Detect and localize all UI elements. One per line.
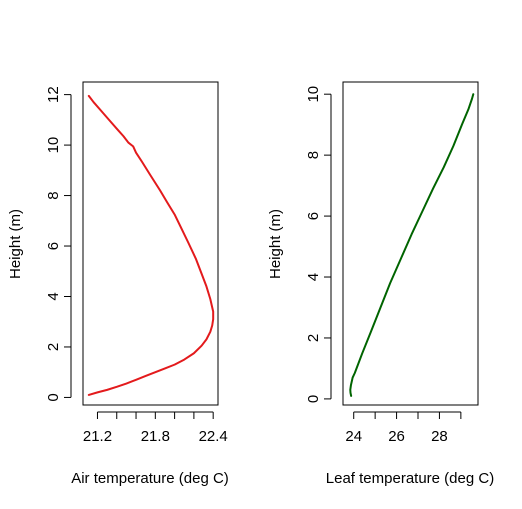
series-line (349, 93, 475, 397)
y-tick-label: 6 (45, 242, 62, 250)
y-tick-label: 2 (45, 343, 62, 351)
x-tick-label: 21.2 (83, 428, 112, 445)
tick-group: 21.2 21.8 22.4 0 2 4 6 8 10 12 (45, 86, 228, 445)
y-tick-label: 4 (45, 292, 62, 300)
x-tick-label: 21.8 (141, 428, 170, 445)
air-temperature-panel: 21.2 21.8 22.4 0 2 4 6 8 10 12 Air temperature (d… (7, 81, 229, 487)
y-tick-label: 2 (305, 334, 322, 342)
y-tick-label: 4 (305, 273, 322, 281)
plot-frame (342, 81, 479, 406)
y-tick-label: 0 (305, 395, 322, 403)
x-tick-label: 28 (431, 428, 448, 445)
plot-frame (82, 81, 219, 406)
series-line (87, 94, 215, 396)
x-tick-label: 24 (345, 428, 362, 445)
y-tick-label: 6 (305, 212, 322, 220)
y-tick-label: 10 (45, 137, 62, 154)
y-axis-title: Height (m) (7, 209, 24, 279)
x-tick-label: 22.4 (199, 428, 228, 445)
y-tick-label: 8 (45, 191, 62, 199)
y-tick-label: 10 (305, 86, 322, 103)
x-axis-title: Leaf temperature (deg C) (326, 470, 494, 487)
y-tick-label: 8 (305, 151, 322, 159)
y-tick-label: 0 (45, 393, 62, 401)
x-axis-title: Air temperature (deg C) (71, 470, 229, 487)
x-tick-label: 26 (388, 428, 405, 445)
y-axis-title: Height (m) (267, 209, 284, 279)
y-tick-label: 12 (45, 86, 62, 103)
